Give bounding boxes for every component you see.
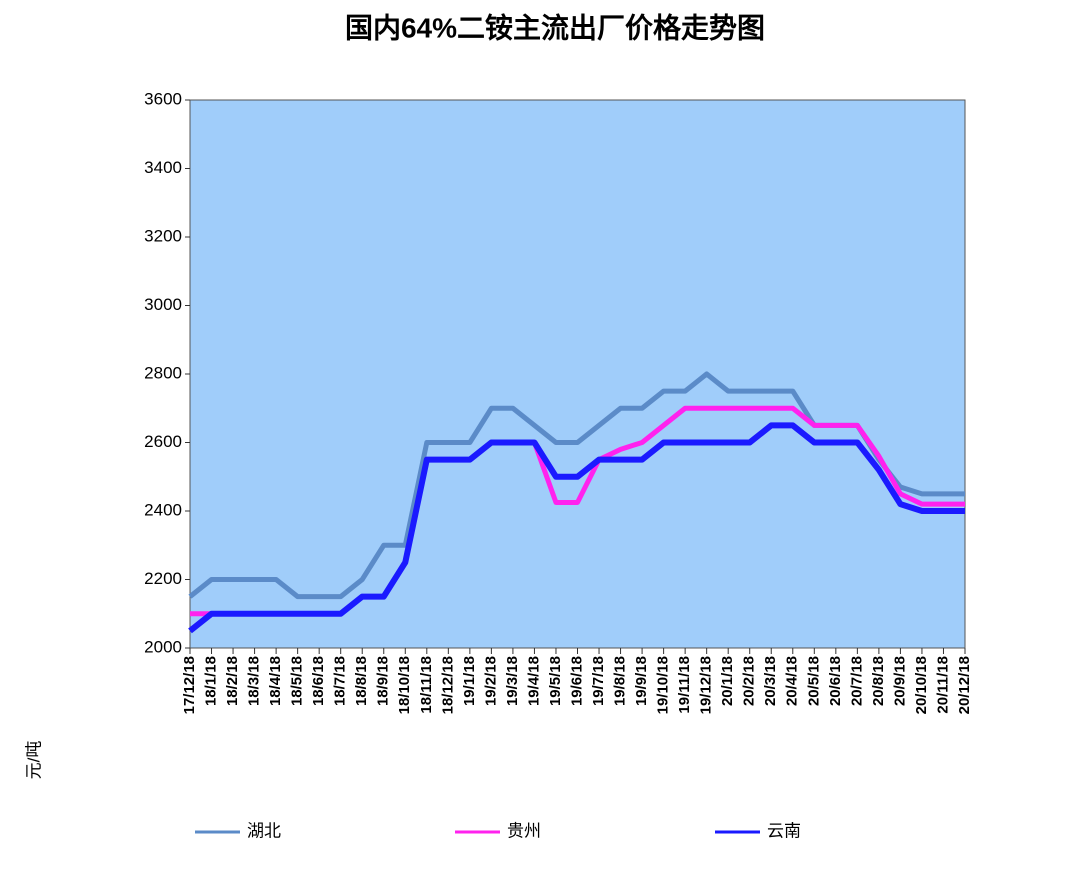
x-tick-label: 20/6/18 bbox=[827, 656, 844, 706]
x-tick-label: 19/3/18 bbox=[504, 656, 521, 706]
x-tick-label: 20/1/18 bbox=[719, 656, 736, 706]
x-tick-label: 18/11/18 bbox=[418, 656, 435, 714]
x-tick-label: 18/4/18 bbox=[267, 656, 284, 706]
x-tick-label: 19/2/18 bbox=[482, 656, 499, 706]
legend-label: 湖北 bbox=[247, 821, 281, 840]
x-tick-label: 19/11/18 bbox=[676, 656, 693, 714]
plot-area bbox=[189, 99, 966, 649]
y-tick-label: 3000 bbox=[144, 295, 182, 314]
series-line bbox=[188, 422, 965, 634]
x-tick-label: 20/2/18 bbox=[741, 656, 758, 706]
x-tick-label: 20/12/18 bbox=[956, 656, 973, 714]
y-tick-label: 3600 bbox=[144, 89, 182, 108]
x-tick-label: 19/9/18 bbox=[633, 656, 650, 706]
legend-label: 云南 bbox=[767, 821, 801, 840]
x-tick-label: 20/5/18 bbox=[805, 656, 822, 706]
x-tick-label: 20/7/18 bbox=[848, 656, 865, 706]
y-tick-label: 2400 bbox=[144, 500, 182, 519]
x-tick-label: 20/4/18 bbox=[784, 656, 801, 706]
x-tick-label: 19/1/18 bbox=[461, 656, 478, 706]
x-tick-label: 19/5/18 bbox=[547, 656, 564, 706]
x-tick-label: 19/12/18 bbox=[698, 656, 715, 714]
x-tick-label: 17/12/18 bbox=[181, 656, 198, 714]
x-tick-label: 19/6/18 bbox=[568, 656, 585, 706]
x-tick-label: 20/8/18 bbox=[870, 656, 887, 706]
y-tick-label: 3400 bbox=[144, 158, 182, 177]
x-tick-label: 20/3/18 bbox=[762, 656, 779, 706]
x-tick-label: 18/12/18 bbox=[439, 656, 456, 714]
x-tick-label: 18/10/18 bbox=[396, 656, 413, 714]
y-tick-label: 2200 bbox=[144, 569, 182, 588]
legend-label: 贵州 bbox=[507, 821, 541, 840]
x-tick-label: 18/8/18 bbox=[353, 656, 370, 706]
x-tick-label: 18/9/18 bbox=[375, 656, 392, 706]
x-tick-label: 20/10/18 bbox=[913, 656, 930, 714]
x-tick-label: 18/2/18 bbox=[224, 656, 241, 706]
y-tick-label: 2800 bbox=[144, 363, 182, 382]
chart-title: 国内64%二铵主流出厂价格走势图 bbox=[345, 12, 765, 43]
x-tick-label: 18/3/18 bbox=[246, 656, 263, 706]
x-tick-label: 20/9/18 bbox=[891, 656, 908, 706]
x-tick-label: 18/7/18 bbox=[332, 656, 349, 706]
y-axis-label: 元/吨 bbox=[24, 741, 43, 780]
x-tick-label: 19/8/18 bbox=[612, 656, 629, 706]
y-tick-label: 2000 bbox=[144, 637, 182, 656]
y-tick-label: 2600 bbox=[144, 432, 182, 451]
x-tick-label: 20/11/18 bbox=[934, 656, 951, 714]
y-tick-label: 3200 bbox=[144, 226, 182, 245]
x-tick-label: 18/6/18 bbox=[310, 656, 327, 706]
x-tick-label: 19/7/18 bbox=[590, 656, 607, 706]
x-tick-label: 19/4/18 bbox=[525, 656, 542, 706]
x-tick-label: 18/5/18 bbox=[289, 656, 306, 706]
x-tick-label: 18/1/18 bbox=[202, 656, 219, 706]
x-tick-label: 19/10/18 bbox=[655, 656, 672, 714]
